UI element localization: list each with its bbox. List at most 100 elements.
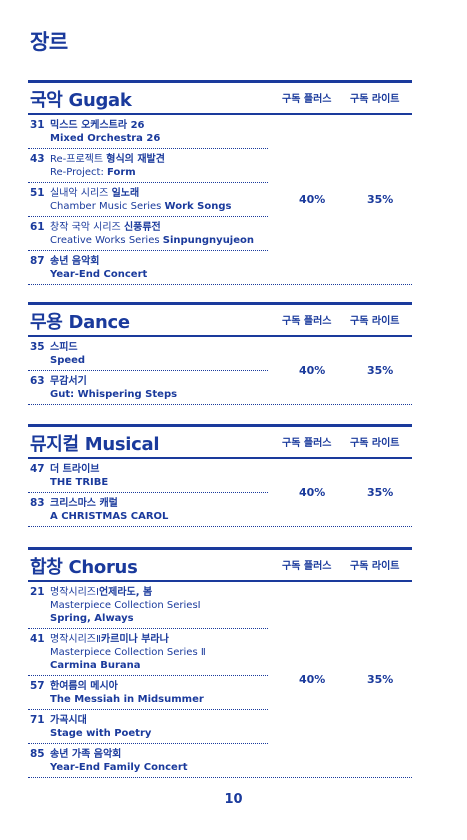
program-title-text: 명작시리즈Ⅰ	[50, 587, 99, 598]
program-number: 47	[30, 463, 45, 475]
program-row: 35 스피드 Speed	[28, 337, 268, 371]
program-list: 31 믹스드 오케스트라 26 Mixed Orchestra 26 43 Re-프로젝…	[28, 115, 412, 284]
column-header-plus: 구독 플러스	[282, 316, 332, 327]
program-title-bold: 가곡시대	[50, 715, 87, 726]
section-header: 무용 Dance 구독 플러스 구독 라이트	[28, 305, 412, 337]
program-row: 41 명작시리즈Ⅱ카르미나 부라나 Masterpiece Collection S…	[28, 629, 268, 676]
column-header-lite: 구독 라이트	[350, 94, 400, 105]
program-title-bold: Carmina Burana	[50, 660, 141, 671]
program-number: 41	[30, 633, 45, 645]
program-list: 35 스피드 Speed 63 무감서기 Gut: Whispering Steps 40%…	[28, 337, 412, 404]
column-header-lite: 구독 라이트	[350, 316, 400, 327]
program-title-line: Masterpiece Collection SeriesⅠ	[50, 599, 268, 612]
program-title-line: 더 트라이브	[50, 463, 268, 476]
program-number: 21	[30, 586, 45, 598]
program-title-text: 실내악 시리즈	[50, 188, 112, 199]
section-title: 무용 Dance	[30, 312, 130, 333]
program-title-bold: 송년 가족 음악회	[50, 749, 122, 760]
program-row: 31 믹스드 오케스트라 26 Mixed Orchestra 26	[28, 115, 268, 149]
program-number: 83	[30, 497, 45, 509]
column-header-plus: 구독 플러스	[282, 561, 332, 572]
program-title-bold: Speed	[50, 355, 86, 366]
program-title-bold: 스피드	[50, 342, 78, 353]
program-number: 63	[30, 375, 45, 387]
program-number: 87	[30, 255, 45, 267]
discount-plus: 40%	[299, 486, 326, 499]
program-row: 43 Re-프로젝트 형식의 재발견 Re-Project: Form	[28, 149, 268, 183]
program-title-text: Creative Works Series	[50, 235, 163, 246]
program-row: 71 가곡시대 Stage with Poetry	[28, 710, 268, 744]
program-title-line: Year-End Family Concert	[50, 761, 268, 774]
program-title-bold: 더 트라이브	[50, 464, 100, 475]
section-divider	[28, 777, 412, 778]
program-title-bold: Stage with Poetry	[50, 728, 152, 739]
program-title-bold: Form	[107, 167, 136, 178]
program-title-line: A CHRISTMAS CAROL	[50, 510, 268, 523]
program-title-text: Masterpiece Collection Series Ⅱ	[50, 647, 206, 658]
program-title-line: 명작시리즈Ⅱ카르미나 부라나	[50, 633, 268, 646]
program-title-line: The Messiah in Midsummer	[50, 693, 268, 706]
program-title-text: Masterpiece Collection SeriesⅠ	[50, 600, 201, 611]
program-title-line: 한여름의 메시아	[50, 680, 268, 693]
program-title-bold: A CHRISTMAS CAROL	[50, 511, 169, 522]
program-title-text: 명작시리즈Ⅱ	[50, 634, 101, 645]
program-row: 63 무감서기 Gut: Whispering Steps	[28, 371, 268, 404]
section-header: 합창 Chorus 구독 플러스 구독 라이트	[28, 550, 412, 582]
program-list: 21 명작시리즈Ⅰ언제라도, 봄 Masterpiece Collection Se…	[28, 582, 412, 777]
program-title-bold: 무감서기	[50, 376, 87, 387]
program-row: 47 더 트라이브 THE TRIBE	[28, 459, 268, 493]
program-title-line: Speed	[50, 354, 268, 367]
program-number: 85	[30, 748, 45, 760]
program-title-line: Stage with Poetry	[50, 727, 268, 740]
column-header-plus: 구독 플러스	[282, 94, 332, 105]
section-header: 국악 Gugak 구독 플러스 구독 라이트	[28, 83, 412, 115]
discount-lite: 35%	[367, 364, 394, 377]
program-title-line: 송년 가족 음악회	[50, 748, 268, 761]
program-title-bold: Work Songs	[164, 201, 232, 212]
page-number: 10	[224, 792, 243, 807]
program-row: 61 창작 국악 시리즈 신풍류전 Creative Works Series Si…	[28, 217, 268, 251]
program-title-bold: Sinpungnyujeon	[162, 235, 255, 246]
genre-section: 뮤지컬 Musical 구독 플러스 구독 라이트 47 더 트라이브 THE TRIBE…	[28, 424, 412, 527]
genre-section: 국악 Gugak 구독 플러스 구독 라이트 31 믹스드 오케스트라 26 Mixed …	[28, 80, 412, 285]
genre-section: 합창 Chorus 구독 플러스 구독 라이트 21 명작시리즈Ⅰ언제라도, 봄 Mast…	[28, 547, 412, 778]
program-row: 21 명작시리즈Ⅰ언제라도, 봄 Masterpiece Collection Se…	[28, 582, 268, 629]
program-row: 85 송년 가족 음악회 Year-End Family Concert	[28, 744, 268, 777]
column-header-lite: 구독 라이트	[350, 561, 400, 572]
program-title-line: 크리스마스 캐럴	[50, 497, 268, 510]
program-number: 43	[30, 153, 45, 165]
program-title-line: 무감서기	[50, 375, 268, 388]
program-title-text: 창작 국악 시리즈	[50, 222, 124, 233]
program-title-bold: Year-End Concert	[50, 269, 148, 280]
program-number: 57	[30, 680, 45, 692]
program-title-line: Mixed Orchestra 26	[50, 132, 268, 145]
program-title-text: Re-Project:	[50, 167, 108, 178]
program-title-line: Spring, Always	[50, 612, 268, 625]
program-number: 71	[30, 714, 45, 726]
program-number: 35	[30, 341, 45, 353]
program-number: 51	[30, 187, 45, 199]
program-title-text: Chamber Music Series	[50, 201, 165, 212]
program-title-line: Creative Works Series Sinpungnyujeon	[50, 234, 268, 247]
discount-lite: 35%	[367, 486, 394, 499]
program-title-line: 명작시리즈Ⅰ언제라도, 봄	[50, 586, 268, 599]
page-title: 장르	[30, 30, 68, 54]
program-title-line: 송년 음악회	[50, 255, 268, 268]
program-title-bold: The Messiah in Midsummer	[50, 694, 204, 705]
program-number: 61	[30, 221, 45, 233]
program-title-text: Re-프로젝트	[50, 154, 107, 165]
program-title-bold: 카르미나 부라나	[100, 634, 169, 645]
program-row: 57 한여름의 메시아 The Messiah in Midsummer	[28, 676, 268, 710]
genre-section: 무용 Dance 구독 플러스 구독 라이트 35 스피드 Speed 63 무감서기 Gut:…	[28, 302, 412, 405]
program-title-line: 스피드	[50, 341, 268, 354]
program-number: 31	[30, 119, 45, 131]
program-title-bold: 일노래	[111, 188, 140, 199]
program-title-line: Carmina Burana	[50, 659, 268, 672]
program-title-bold: THE TRIBE	[50, 477, 109, 488]
program-title-line: 창작 국악 시리즈 신풍류전	[50, 221, 268, 234]
program-title-bold: 믹스드 오케스트라 26	[50, 120, 145, 131]
program-list: 47 더 트라이브 THE TRIBE 83 크리스마스 캐럴 A CHRISTMAS C…	[28, 459, 412, 526]
program-title-bold: 크리스마스 캐럴	[50, 498, 118, 509]
program-title-bold: 형식의 재발견	[106, 154, 165, 165]
discount-plus: 40%	[299, 193, 326, 206]
